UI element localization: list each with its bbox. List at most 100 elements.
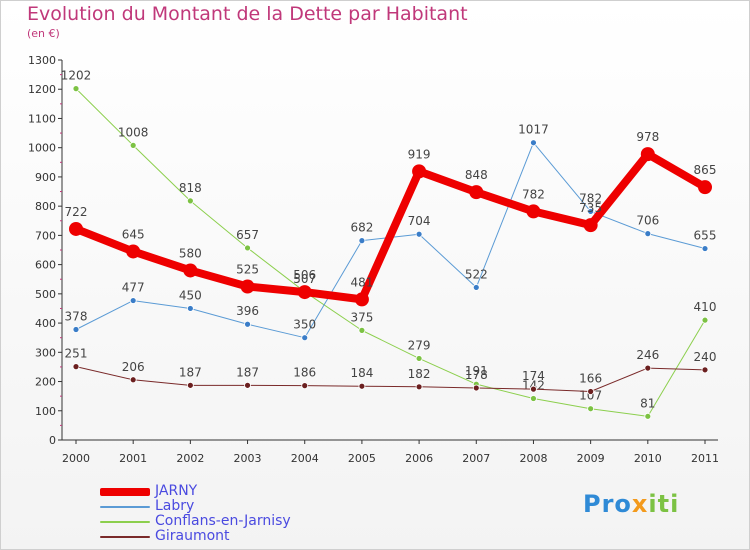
x-tick-label-2001: 2001 (119, 452, 147, 465)
chart-subtitle: (en €) (27, 27, 60, 40)
data-label-jarny-2011: 865 (694, 163, 717, 177)
data-label-jarny-2006: 919 (408, 147, 431, 161)
data-label-giraumont-2008: 174 (522, 369, 545, 383)
data-label-labry-2002: 450 (179, 288, 202, 302)
point-labry-2011 (701, 245, 709, 252)
y-tick-label-500: 500 (35, 288, 56, 301)
x-tick-label-2000: 2000 (62, 452, 90, 465)
data-label-jarny-2002: 580 (179, 246, 202, 260)
point-giraumont-2001 (129, 376, 137, 384)
data-label-labry-2001: 477 (122, 281, 145, 295)
y-tick-label-300: 300 (35, 346, 56, 359)
point-conflans-en-jarnisy-2005 (358, 326, 366, 334)
y-tick-label-100: 100 (35, 405, 56, 418)
data-label-giraumont-2005: 184 (350, 366, 373, 380)
point-jarny-2011 (698, 180, 712, 195)
data-label-giraumont-2010: 246 (636, 348, 659, 362)
y-tick-label-400: 400 (35, 317, 56, 330)
point-giraumont-2007 (472, 384, 480, 392)
x-tick-label-2005: 2005 (348, 452, 376, 465)
point-labry-2004 (301, 334, 309, 342)
data-label-jarny-2003: 525 (236, 263, 259, 277)
data-label-conflans-en-jarnisy-2007: 191 (465, 364, 488, 378)
x-tick-label-2008: 2008 (519, 452, 547, 465)
x-tick-label-2011: 2011 (691, 452, 719, 465)
point-jarny-2001 (126, 244, 141, 259)
x-tick-label-2007: 2007 (462, 452, 490, 465)
legend-item-conflans: Conflans-en-Jarnisy (100, 513, 400, 530)
proxiti-logo: Proxiti (583, 490, 679, 518)
point-jarny-2000 (69, 221, 83, 236)
point-labry-2010 (644, 230, 652, 238)
legend-item-jarny: JARNY (100, 483, 400, 500)
data-label-jarny-2001: 645 (122, 227, 145, 241)
data-label-conflans-en-jarnisy-2003: 657 (236, 228, 259, 242)
logo-part-3: iti (648, 490, 680, 518)
point-conflans-en-jarnisy-2006 (415, 355, 423, 362)
point-conflans-en-jarnisy-2010 (644, 412, 652, 420)
point-giraumont-2004 (301, 382, 309, 390)
data-label-jarny-2009: 735 (579, 201, 602, 215)
data-label-jarny-2010: 978 (636, 130, 659, 144)
y-tick-label-800: 800 (35, 200, 56, 213)
legend-swatch-jarny (100, 488, 150, 496)
point-giraumont-2005 (358, 382, 366, 390)
point-conflans-en-jarnisy-2002 (186, 197, 194, 205)
point-jarny-2009 (583, 218, 598, 233)
data-label-conflans-en-jarnisy-2009: 107 (579, 389, 602, 403)
point-giraumont-2010 (644, 364, 652, 372)
data-label-giraumont-2004: 186 (293, 366, 316, 380)
data-label-conflans-en-jarnisy-2006: 279 (408, 338, 431, 352)
data-label-conflans-en-jarnisy-2005: 375 (350, 310, 373, 324)
data-label-conflans-en-jarnisy-2000: 1202 (61, 69, 92, 83)
data-label-giraumont-2009: 166 (579, 371, 602, 385)
data-label-labry-2009: 782 (579, 191, 602, 205)
point-labry-2002 (186, 305, 194, 312)
y-tick-label-1100: 1100 (28, 112, 56, 125)
point-conflans-en-jarnisy-2011 (701, 316, 709, 324)
data-label-conflans-en-jarnisy-2002: 818 (179, 181, 202, 195)
y-tick-label-1300: 1300 (28, 54, 56, 67)
point-labry-2001 (129, 297, 137, 304)
series-line-giraumont (75, 366, 706, 392)
point-giraumont-2000 (72, 363, 80, 371)
data-label-conflans-en-jarnisy-2010: 81 (640, 396, 655, 410)
point-jarny-2005 (354, 292, 369, 307)
point-labry-2000 (72, 326, 80, 333)
point-labry-2005 (358, 237, 366, 245)
data-label-giraumont-2001: 206 (122, 360, 145, 374)
point-giraumont-2003 (244, 381, 251, 389)
series-line-jarny (72, 150, 709, 304)
data-label-labry-2000: 378 (65, 310, 88, 324)
data-label-jarny-2004: 506 (293, 268, 316, 282)
x-tick-label-2010: 2010 (634, 452, 662, 465)
x-tick-label-2009: 2009 (577, 452, 605, 465)
data-label-labry-2006: 704 (408, 214, 431, 228)
legend-label-conflans: Conflans-en-Jarnisy (155, 513, 291, 529)
point-jarny-2003 (240, 279, 255, 294)
point-giraumont-2006 (415, 383, 423, 391)
legend-swatch-giraumont (100, 536, 150, 538)
data-label-labry-2003: 396 (236, 304, 259, 318)
legend-swatch-conflans (100, 521, 150, 523)
point-giraumont-2009 (587, 388, 595, 395)
data-label-giraumont-2006: 182 (408, 367, 431, 381)
data-label-giraumont-2003: 187 (236, 365, 259, 379)
data-label-giraumont-2002: 187 (179, 365, 202, 379)
data-label-conflans-en-jarnisy-2001: 1008 (118, 125, 149, 139)
logo-part-1: Pro (583, 490, 632, 518)
point-conflans-en-jarnisy-2001 (129, 141, 137, 149)
data-label-conflans-en-jarnisy-2004: 507 (293, 272, 316, 286)
data-label-labry-2004: 350 (293, 318, 316, 332)
data-label-labry-2011: 655 (694, 229, 717, 243)
x-tick-label-2003: 2003 (234, 452, 262, 465)
point-jarny-2004 (297, 285, 312, 300)
point-jarny-2008 (526, 204, 541, 219)
y-tick-label-700: 700 (35, 229, 56, 242)
point-conflans-en-jarnisy-2003 (244, 244, 251, 252)
point-jarny-2002 (183, 263, 198, 278)
point-giraumont-2011 (701, 366, 709, 374)
data-label-labry-2010: 706 (636, 214, 659, 228)
data-label-giraumont-2007: 178 (465, 368, 488, 382)
